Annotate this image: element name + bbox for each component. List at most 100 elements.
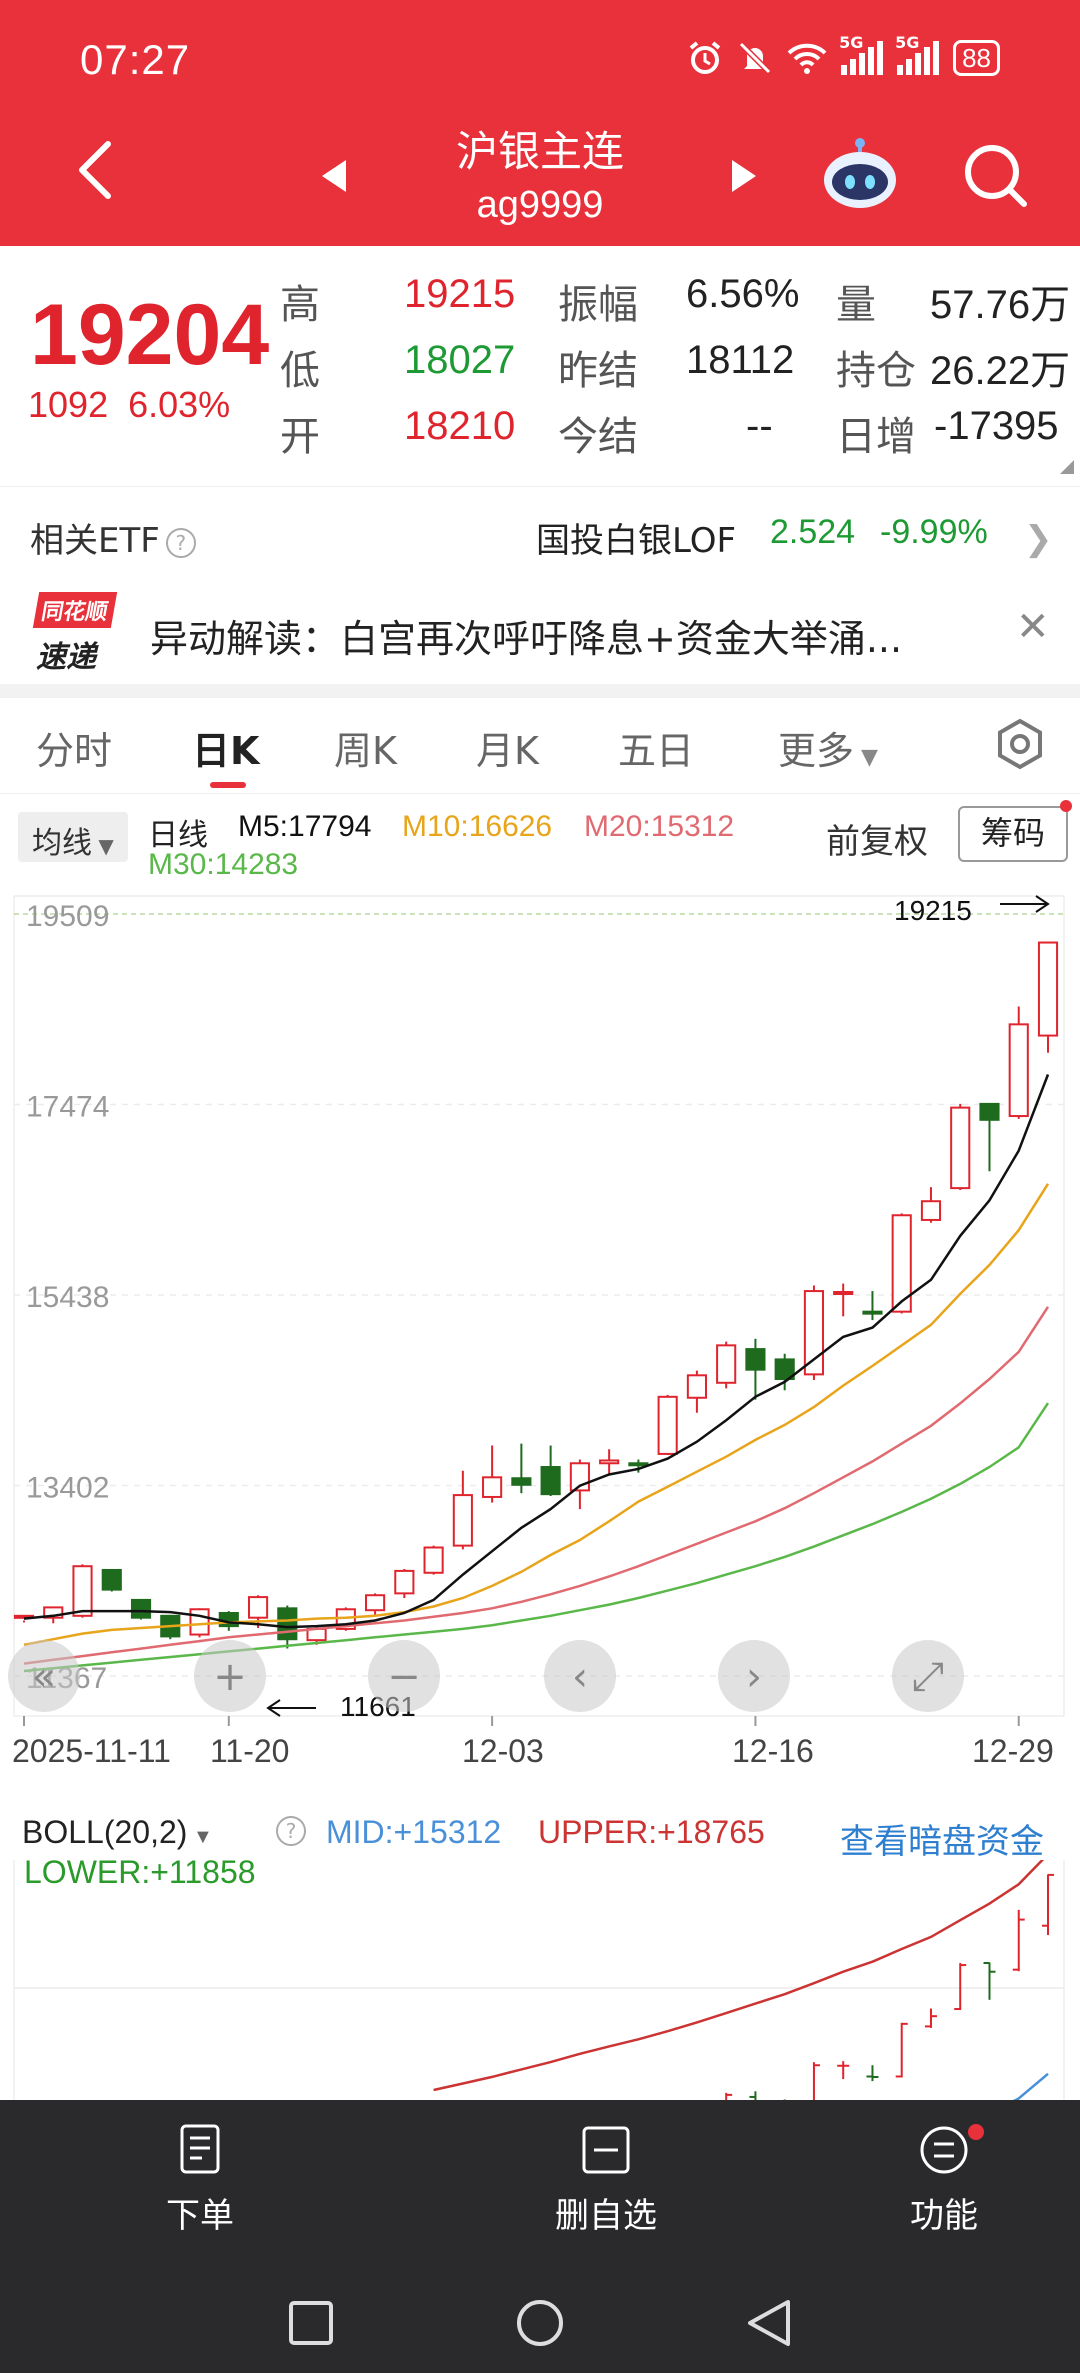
candle-body <box>482 1476 503 1498</box>
next-contract-icon[interactable] <box>730 158 760 194</box>
candle-body <box>1008 1023 1029 1118</box>
ma30-label: M30:14283 <box>148 848 299 881</box>
ma5-line <box>23 1074 1050 1629</box>
candle-body <box>833 1291 854 1296</box>
zoom-in-icon[interactable] <box>194 1640 266 1712</box>
signal-icon-1: 5G <box>839 33 884 75</box>
order-button[interactable]: 下单 <box>100 2122 300 2237</box>
quote-label: 量 <box>836 282 876 328</box>
quote-label: 昨结 <box>558 348 638 394</box>
boll-upper-label: UPPER:+18765 <box>538 1814 765 1850</box>
quote-label: 低 <box>280 348 320 394</box>
ma-dropdown[interactable]: 均线 ▼ <box>18 812 128 862</box>
candle-body <box>101 1568 122 1591</box>
etf-price: 2.524 <box>770 513 856 551</box>
quote-value: 18210 <box>404 404 516 448</box>
x-tick-label: 12-03 <box>462 1733 544 1766</box>
fullscreen-icon-glyph: ⤢ <box>912 1654 944 1700</box>
order-document-icon <box>180 2124 220 2174</box>
back-arrow-icon[interactable] <box>70 140 120 200</box>
status-icons: 5G 5G 88 <box>687 33 1000 76</box>
fullscreen-icon[interactable] <box>892 1640 964 1712</box>
robot-assistant-icon[interactable] <box>820 138 900 210</box>
recents-square-icon[interactable] <box>286 2298 336 2348</box>
news-banner[interactable]: 同花顺 速递 异动解读：白宫再次呼吁降息+资金大举涌... ✕ <box>0 578 1080 684</box>
prev-contract-icon[interactable] <box>318 158 348 194</box>
quote-value: 19215 <box>404 272 516 316</box>
tab-weekly-k[interactable]: 周K <box>334 729 397 773</box>
x-tick-label: 2025-11-11 <box>12 1733 171 1766</box>
candle-body <box>247 1596 269 1619</box>
first-page-icon[interactable] <box>8 1640 80 1712</box>
candle-body <box>628 1462 649 1467</box>
home-circle-icon[interactable] <box>515 2298 565 2348</box>
remove-watchlist-button[interactable]: 删自选 <box>506 2122 706 2237</box>
chart-period-tabs: 分时 日K 周K 月K 五日 更多 ▼ <box>0 698 1080 794</box>
ma20-label: M20:15312 <box>584 810 735 843</box>
plot-frame <box>13 895 1065 1717</box>
y-tick-label: 13402 <box>26 1472 109 1505</box>
news-logo: 同花顺 速递 <box>32 592 126 675</box>
etf-change-percent: -9.99% <box>880 513 988 551</box>
y-tick-label: 19509 <box>26 900 109 933</box>
mute-bell-icon <box>738 41 772 75</box>
candle-body <box>218 1612 239 1628</box>
candle-body <box>394 1569 415 1595</box>
kline-chart[interactable]: 195091747415438134021136719215116612025-… <box>0 886 1080 1766</box>
max-arrow-icon <box>1000 895 1050 913</box>
back-triangle-icon[interactable] <box>744 2298 794 2348</box>
min-arrow-icon <box>266 1699 316 1717</box>
scroll-left-icon[interactable] <box>544 1640 616 1712</box>
tab-monthly-k[interactable]: 月K <box>476 729 539 773</box>
zoom-out-icon[interactable] <box>368 1640 440 1712</box>
function-button[interactable]: 功能 <box>844 2122 1044 2237</box>
quote-value: 26.22万 <box>930 349 1071 393</box>
system-navigation <box>0 2270 1080 2370</box>
chip-distribution-button[interactable]: 筹码 <box>958 806 1068 862</box>
boll-mid-label: MID:+15312 <box>326 1814 502 1850</box>
settings-hexagon-icon[interactable] <box>994 718 1046 770</box>
candle-body <box>657 1395 678 1455</box>
candle-body <box>452 1494 473 1547</box>
indicator-dropdown[interactable]: BOLL(20,2) ▼ <box>22 1814 213 1850</box>
tab-more[interactable]: 更多 ▼ <box>778 729 878 773</box>
search-icon[interactable] <box>960 140 1030 210</box>
quote-label: 日增 <box>836 414 916 460</box>
price-adjust-label[interactable]: 前复权 <box>826 822 928 862</box>
quote-label: 今结 <box>558 414 638 460</box>
candle-body <box>540 1466 561 1496</box>
quote-row: 低 18027 昨结 18112 持仓 26.22万 <box>0 338 1080 398</box>
change-value: 1092 <box>28 384 109 425</box>
candle-body <box>189 1608 210 1636</box>
related-etf-row[interactable]: 相关ETF? 国投白银LOF 2.524 -9.99% ❯ <box>0 486 1080 578</box>
tab-daily-k[interactable]: 日K <box>192 729 260 773</box>
candle-body <box>72 1565 93 1617</box>
help-icon[interactable]: ? <box>276 1816 306 1846</box>
zoom-in-icon-glyph: + <box>213 1654 247 1700</box>
quote-value: 6.56% <box>686 272 800 316</box>
ma20-line <box>23 1306 1050 1665</box>
y-tick-label: 17474 <box>26 1090 109 1123</box>
first-page-icon-glyph: « <box>32 1654 56 1700</box>
quote-label: 持仓 <box>836 348 916 394</box>
wifi-icon <box>787 43 827 74</box>
help-icon[interactable]: ? <box>165 527 196 558</box>
remove-box-icon <box>582 2126 630 2174</box>
signal-icon-2: 5G <box>895 33 940 75</box>
quote-value: -17395 <box>934 404 1059 448</box>
dark-pool-fund-link[interactable]: 查看暗盘资金 <box>840 1822 1044 1862</box>
close-icon[interactable]: ✕ <box>1016 604 1050 650</box>
candle-body <box>599 1459 620 1465</box>
tab-five-day[interactable]: 五日 <box>618 729 695 773</box>
candle-body <box>1037 941 1059 1037</box>
boll-lower-label: LOWER:+11858 <box>24 1854 256 1890</box>
ma10-line <box>23 1183 1050 1647</box>
candle-body <box>130 1598 152 1619</box>
expand-corner-icon[interactable] <box>1060 460 1074 474</box>
tab-intraday[interactable]: 分时 <box>36 729 113 773</box>
candle-body <box>43 1606 64 1619</box>
alarm-icon <box>689 41 721 74</box>
quote-label: 振幅 <box>558 282 638 328</box>
scroll-right-icon[interactable] <box>718 1640 790 1712</box>
candle-body <box>950 1106 971 1190</box>
